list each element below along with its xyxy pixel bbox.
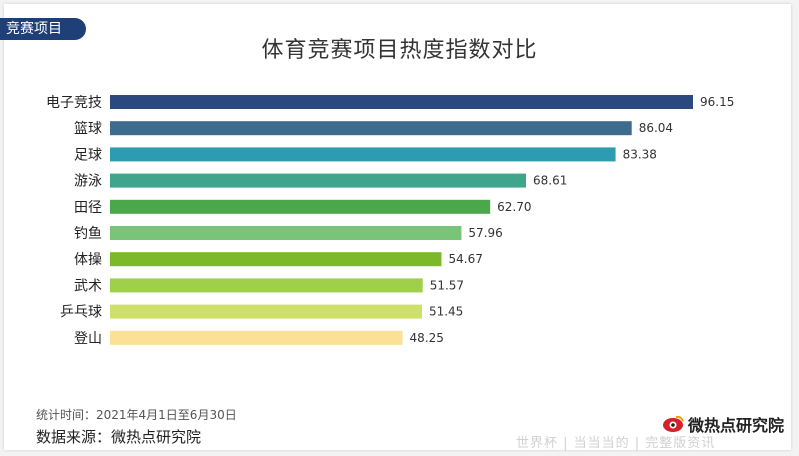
category-label: 登山: [74, 331, 102, 347]
category-label: 武术: [74, 278, 102, 294]
value-label: 96.15: [700, 95, 734, 109]
category-label: 乒乓球: [60, 305, 102, 321]
bar: [110, 147, 616, 162]
section-tag: 竞赛项目: [0, 18, 86, 40]
category-label: 游泳: [74, 174, 102, 190]
category-label: 钓鱼: [74, 225, 102, 242]
logo-text: 微热点研究院: [688, 416, 785, 435]
value-label: 48.25: [410, 331, 444, 345]
brand-logo: 微热点研究院: [662, 412, 784, 436]
eye-logo-icon: [663, 415, 684, 432]
bar: [110, 173, 527, 188]
bar: [110, 199, 491, 214]
value-label: 57.96: [468, 226, 502, 240]
value-label: 54.67: [448, 252, 482, 266]
chart-title: 体育竞赛项目热度指数对比: [261, 38, 538, 63]
data-source: 数据来源：微热点研究院: [36, 428, 202, 446]
value-label: 51.45: [429, 305, 463, 319]
category-label: 足球: [74, 147, 102, 163]
value-label: 68.61: [533, 174, 567, 188]
watermark: 世界杯 | 当当当的 | 完整版资讯: [516, 436, 716, 451]
bar: [110, 226, 462, 240]
category-label: 体操: [74, 252, 102, 268]
value-label: 62.70: [497, 200, 531, 214]
bar: [110, 330, 403, 345]
value-label: 86.04: [639, 121, 673, 135]
bar: [110, 278, 423, 293]
value-label: 51.57: [430, 278, 464, 292]
category-label: 田径: [74, 200, 102, 216]
category-label: 篮球: [74, 121, 102, 137]
bar: [110, 252, 442, 267]
stat-period: 统计时间：2021年4月1日至6月30日: [36, 408, 237, 422]
value-label: 83.38: [623, 147, 657, 161]
bar: [110, 95, 693, 109]
bar: [110, 304, 422, 319]
bar: [110, 121, 632, 136]
category-label: 电子竞技: [46, 94, 102, 111]
